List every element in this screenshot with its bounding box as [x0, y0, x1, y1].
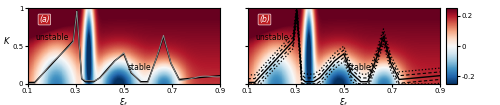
- Y-axis label: $K$: $K$: [2, 35, 10, 46]
- X-axis label: $\xi_f$: $\xi_f$: [339, 96, 348, 105]
- Text: unstable: unstable: [255, 33, 288, 42]
- X-axis label: $\xi_f$: $\xi_f$: [119, 96, 128, 105]
- Text: (b): (b): [259, 15, 270, 24]
- Text: (a): (a): [39, 15, 50, 24]
- Text: stable: stable: [128, 63, 151, 72]
- Text: stable: stable: [348, 63, 371, 72]
- Text: unstable: unstable: [35, 33, 68, 42]
